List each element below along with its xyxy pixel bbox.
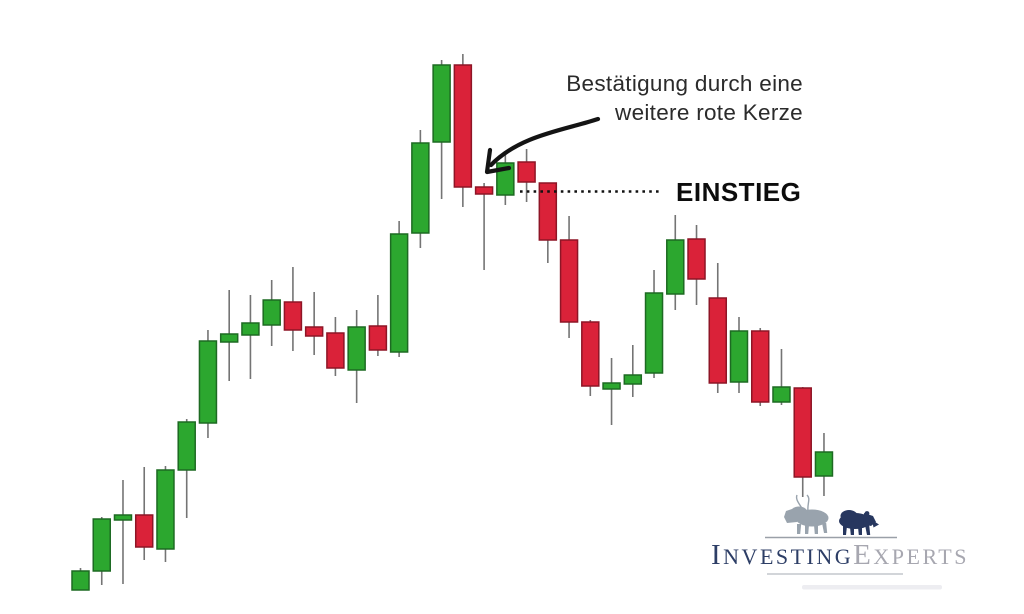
candle-22 <box>517 149 536 202</box>
candle-33 <box>750 328 770 406</box>
logo-word-experts: EXPERTS <box>853 539 969 571</box>
annotation-text: Bestätigung durch eine weitere rote Kerz… <box>566 69 803 127</box>
candle-19 <box>453 54 473 207</box>
candle-20 <box>474 183 494 270</box>
candle-36 <box>814 433 834 496</box>
candle-16 <box>389 221 409 357</box>
logo-text: INVESTINGEXPERTS <box>700 539 980 572</box>
candles-group <box>71 54 834 591</box>
candle-9 <box>241 295 260 379</box>
annotation-line-1: Bestätigung durch eine <box>566 71 803 96</box>
candle-17 <box>411 130 430 248</box>
investing-experts-logo <box>765 494 942 590</box>
candle-13 <box>326 317 345 376</box>
candle-14 <box>347 310 366 403</box>
candle-26 <box>602 358 621 425</box>
candle-21 <box>496 153 515 205</box>
candle-7 <box>198 330 218 438</box>
candle-1 <box>71 568 90 591</box>
candle-5 <box>156 466 175 562</box>
candle-29 <box>666 215 685 310</box>
candle-4 <box>134 467 154 560</box>
logo-tagline-faint <box>802 585 942 590</box>
candle-18 <box>432 60 451 199</box>
candle-24 <box>559 216 579 338</box>
candle-15 <box>368 295 388 356</box>
candle-31 <box>708 263 728 393</box>
logo-word-investing: INVESTING <box>711 539 854 571</box>
candle-25 <box>581 320 600 396</box>
candle-34 <box>772 349 791 405</box>
annotation-arrow-curve <box>488 116 601 168</box>
candle-3 <box>113 480 133 584</box>
bull-icon <box>784 494 829 534</box>
bear-icon <box>839 510 879 535</box>
entry-label: EINSTIEG <box>676 177 802 207</box>
candle-12 <box>304 292 324 355</box>
annotation-line-2: weitere rote Kerze <box>615 100 803 125</box>
candle-32 <box>729 317 749 393</box>
candle-2 <box>92 517 111 585</box>
candle-10 <box>262 280 281 346</box>
candle-30 <box>687 225 706 305</box>
candle-27 <box>623 345 643 397</box>
candle-6 <box>177 419 196 518</box>
candle-23 <box>538 182 558 263</box>
candle-35 <box>793 387 812 497</box>
candle-28 <box>644 270 664 378</box>
candle-8 <box>219 290 239 381</box>
candle-11 <box>283 267 303 351</box>
annotation-arrow-head <box>484 147 512 175</box>
